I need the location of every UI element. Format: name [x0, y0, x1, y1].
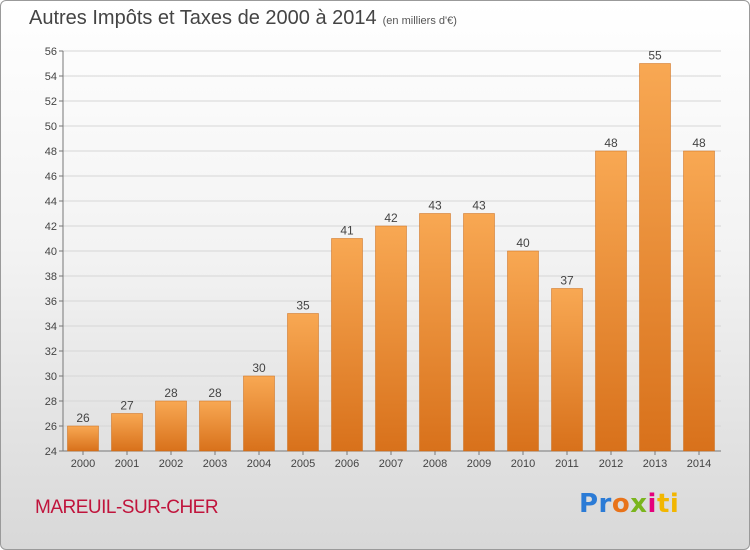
y-tick-label: 40 — [45, 246, 57, 258]
y-tick-label: 28 — [45, 396, 57, 408]
data-label: 48 — [604, 136, 618, 150]
logo-part: ti — [656, 489, 680, 519]
y-tick-label: 34 — [45, 321, 57, 333]
bar — [551, 288, 583, 452]
logo-part: Pr — [579, 489, 612, 519]
data-labels: 26 27 28 28 30 35 41 42 43 43 40 37 48 55 48 — [76, 49, 706, 426]
y-tick-label: 56 — [45, 46, 57, 58]
y-tick-label: 52 — [45, 96, 57, 108]
data-label: 48 — [692, 136, 706, 150]
x-tick-label: 2007 — [379, 458, 403, 470]
bar — [595, 150, 627, 452]
y-tick-label: 48 — [45, 146, 57, 158]
data-label: 43 — [472, 199, 486, 213]
y-tick-label: 38 — [45, 271, 57, 283]
y-tick-labels: 24 26 28 30 32 34 36 38 40 42 44 46 48 50 52 54 56 — [45, 46, 57, 458]
x-tick-label: 2013 — [643, 458, 667, 470]
logo-part: o — [611, 489, 631, 519]
logo-part: i — [647, 489, 657, 519]
bar — [375, 225, 407, 452]
x-tick-label: 2004 — [247, 458, 271, 470]
bar — [331, 238, 363, 452]
x-tick-label: 2001 — [115, 458, 139, 470]
y-tick-label: 44 — [45, 196, 57, 208]
y-tick-label: 42 — [45, 221, 57, 233]
x-tick-label: 2014 — [687, 458, 711, 470]
data-label: 40 — [516, 236, 530, 250]
city-name: MAREUIL-SUR-CHER — [35, 497, 219, 518]
data-label: 26 — [76, 411, 90, 425]
data-label: 42 — [384, 211, 398, 225]
y-tick-label: 50 — [45, 121, 57, 133]
bar — [463, 213, 495, 452]
bar — [199, 400, 231, 452]
x-tick-label: 2012 — [599, 458, 623, 470]
bar — [67, 425, 99, 452]
y-tick-label: 32 — [45, 346, 57, 358]
bar — [507, 250, 539, 452]
proxiti-logo: Proxiti — [579, 489, 679, 519]
data-label: 41 — [340, 224, 354, 238]
y-tick-label: 24 — [45, 446, 57, 458]
bar — [683, 150, 715, 452]
y-tick-label: 30 — [45, 371, 57, 383]
x-tick-label: 2005 — [291, 458, 315, 470]
y-tick-label: 54 — [45, 71, 57, 83]
chart-title-text: Autres Impôts et Taxes de 2000 à 2014 — [29, 7, 377, 29]
data-label: 35 — [296, 299, 310, 313]
data-label: 43 — [428, 199, 442, 213]
y-tick-label: 26 — [45, 421, 57, 433]
x-tick-label: 2011 — [555, 458, 579, 470]
logo-part: x — [630, 489, 648, 519]
x-tick-label: 2008 — [423, 458, 447, 470]
bar — [419, 213, 451, 452]
chart-subtitle: (en milliers d'€) — [382, 15, 457, 27]
data-label: 30 — [252, 361, 266, 375]
x-tick-label: 2000 — [71, 458, 95, 470]
x-tick-label: 2003 — [203, 458, 227, 470]
bar — [639, 63, 671, 452]
data-label: 37 — [560, 274, 574, 288]
bar — [111, 413, 143, 452]
x-tick-label: 2006 — [335, 458, 359, 470]
x-tick-labels: 2000 2001 2002 2003 2004 2005 2006 2007 2008 2009… — [71, 458, 711, 470]
y-tick-label: 46 — [45, 171, 57, 183]
x-tick-label: 2010 — [511, 458, 535, 470]
bar — [155, 400, 187, 452]
data-label: 55 — [648, 49, 662, 63]
bar — [287, 313, 319, 452]
bars — [67, 63, 715, 452]
data-label: 28 — [164, 386, 178, 400]
x-tick-label: 2002 — [159, 458, 183, 470]
chart-title: Autres Impôts et Taxes de 2000 à 2014 (en… — [29, 7, 457, 30]
x-tick-label: 2009 — [467, 458, 491, 470]
y-tick-label: 36 — [45, 296, 57, 308]
data-label: 27 — [120, 399, 134, 413]
data-label: 28 — [208, 386, 222, 400]
bar — [243, 375, 275, 452]
